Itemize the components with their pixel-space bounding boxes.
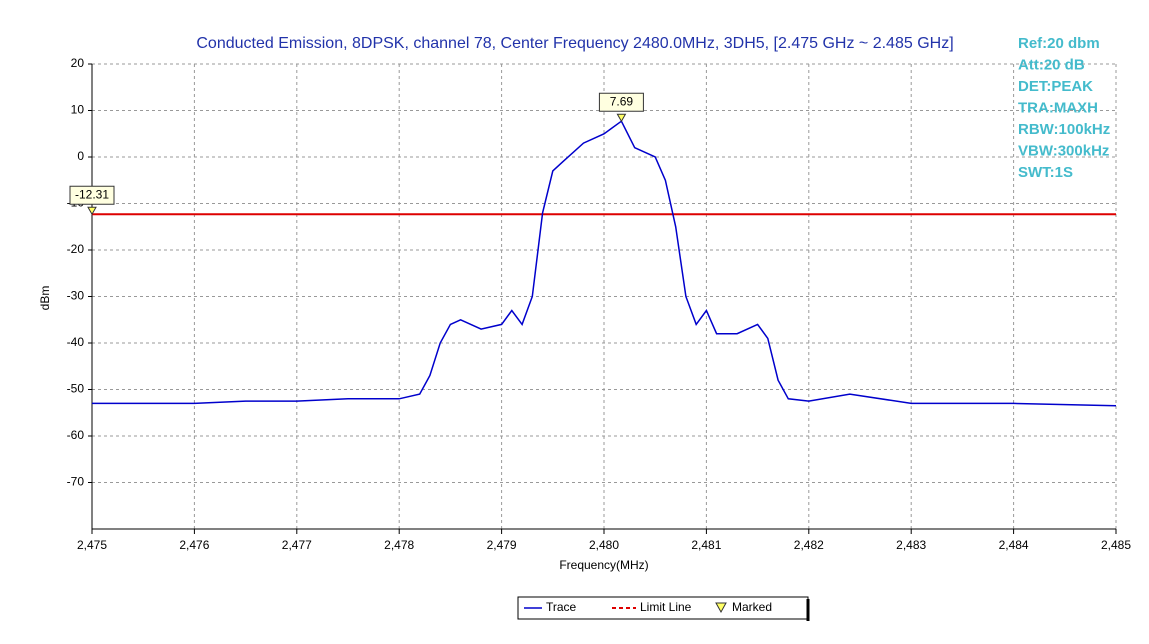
x-tick-label: 2,479 — [487, 538, 517, 552]
legend-label: Trace — [546, 600, 577, 614]
info-text: Att:20 dB — [1018, 56, 1085, 73]
chart-title: Conducted Emission, 8DPSK, channel 78, C… — [196, 35, 953, 52]
x-tick-label: 2,475 — [77, 538, 107, 552]
info-text: TRA:MAXH — [1018, 99, 1098, 116]
y-tick-label: -20 — [67, 242, 85, 256]
y-axis-label: dBm — [38, 286, 52, 311]
x-tick-label: 2,477 — [282, 538, 312, 552]
y-tick-label: -50 — [67, 382, 85, 396]
info-text: VBW:300kHz — [1018, 142, 1109, 159]
y-tick-label: 20 — [71, 56, 85, 70]
x-tick-label: 2,482 — [794, 538, 824, 552]
x-tick-label: 2,478 — [384, 538, 414, 552]
info-text: DET:PEAK — [1018, 78, 1093, 95]
legend: Trace Limit Line Marked — [517, 596, 810, 621]
x-tick-label: 2,485 — [1101, 538, 1131, 552]
y-tick-label: 10 — [71, 103, 85, 117]
x-tick-label: 2,480 — [589, 538, 619, 552]
marker-label-box — [598, 92, 644, 112]
x-tick-label: 2,481 — [691, 538, 721, 552]
y-tick-label: 0 — [77, 149, 84, 163]
y-tick-label: -40 — [67, 335, 85, 349]
marker — [616, 113, 627, 123]
x-axis-label: Frequency(MHz) — [559, 558, 648, 572]
marker — [87, 206, 97, 216]
legend-label: Marked — [732, 600, 772, 614]
x-tick-label: 2,483 — [896, 538, 926, 552]
info-text: RBW:100kHz — [1018, 121, 1110, 138]
info-text: Ref:20 dbm — [1018, 35, 1100, 52]
trace-line — [92, 120, 1117, 407]
y-tick-label: -70 — [67, 475, 85, 489]
x-tick-label: 2,484 — [999, 538, 1029, 552]
marker-label: -12.31 — [75, 187, 109, 201]
legend-label: Limit Line — [640, 600, 692, 614]
legend-swatch — [715, 602, 727, 614]
x-tick-label: 2,476 — [179, 538, 209, 552]
info-text: SWT:1S — [1018, 164, 1073, 181]
y-tick-label: -30 — [67, 289, 85, 303]
y-tick-label: -60 — [67, 428, 85, 442]
marker-label: 7.69 — [610, 94, 634, 108]
marker-label-box — [69, 185, 115, 205]
